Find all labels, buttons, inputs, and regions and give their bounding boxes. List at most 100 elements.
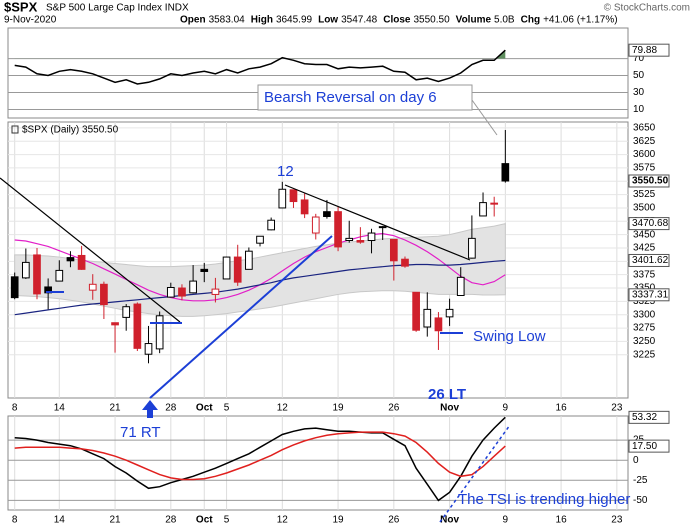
y-tick-label: 3600 — [633, 149, 656, 160]
y-tick-label: -25 — [633, 475, 648, 486]
icon — [11, 125, 19, 134]
x-tick-label: 5 — [224, 403, 230, 414]
index-name: S&P 500 Large Cap Index INDX — [46, 3, 189, 14]
candle-body — [289, 189, 298, 203]
candle-body — [401, 258, 409, 267]
x-tick-label: Nov — [440, 403, 459, 414]
candle-body — [88, 283, 97, 291]
quote-value: +41.06 (+1.17%) — [543, 15, 618, 26]
candle-body — [323, 211, 331, 217]
y-tick-label: 3325 — [633, 296, 656, 307]
candle-body — [155, 315, 164, 350]
candle-body — [133, 303, 142, 349]
callout-box — [257, 84, 473, 111]
x-tick-label: 19 — [333, 515, 345, 526]
x-tick-label: 5 — [224, 515, 230, 526]
quote-value: 5.0B — [494, 15, 515, 26]
y-tick-label: 3350 — [633, 283, 656, 294]
price-label-box — [628, 217, 670, 231]
y-tick-label: 3250 — [633, 336, 656, 347]
candle-body — [144, 343, 153, 355]
x-tick-label: 23 — [611, 515, 623, 526]
trend-line — [0, 177, 181, 323]
trend-line — [439, 424, 511, 523]
quote-label: Open — [180, 15, 206, 26]
series-group — [14, 416, 506, 502]
y-tick-label: 3375 — [633, 269, 656, 280]
annotation: The TSI is trending higher — [458, 491, 630, 508]
price-label-box — [628, 174, 670, 188]
candle-body — [378, 226, 387, 229]
candle-body — [66, 257, 75, 262]
arrow — [142, 400, 158, 418]
candle-body — [122, 306, 131, 318]
quote-line: Open 3583.04 High 3645.99 Low 3547.48 Close 355… — [180, 15, 618, 26]
panel: 8 14 21 28 Oct 5 12 19 26 Nov 9 16 23 3225 3250 3275 330… — [7, 121, 670, 414]
y-tick-label: 3625 — [633, 136, 656, 147]
quote-value: 3583.04 — [209, 15, 246, 26]
candle-body — [166, 286, 175, 298]
x-tick-label: 28 — [165, 515, 177, 526]
x-tick-label: 23 — [611, 403, 623, 414]
y-tick-label: 70 — [633, 53, 645, 64]
x-tick-label: 21 — [109, 403, 121, 414]
y-tick-label: 10 — [633, 104, 645, 115]
annotation: 71 RT — [120, 424, 161, 441]
x-tick-label: 14 — [54, 515, 66, 526]
quote-label: Volume — [456, 15, 492, 26]
candle-body — [456, 276, 465, 297]
annotation: 12 — [277, 163, 294, 180]
candle-body — [334, 211, 342, 248]
candle-body — [311, 216, 320, 234]
candle-body — [423, 308, 432, 328]
x-tick-label: 14 — [54, 403, 66, 414]
y-tick-label: 30 — [633, 87, 645, 98]
x-tick-label: 12 — [277, 515, 289, 526]
callout-pointer — [471, 99, 498, 136]
candle-body — [21, 261, 30, 279]
quote-label: Chg — [521, 15, 540, 26]
x-tick-label: 16 — [556, 403, 568, 414]
candle-body — [434, 317, 443, 332]
price-label: 79.88 — [632, 45, 657, 56]
x-tick-label: 8 — [12, 403, 18, 414]
candle-body — [178, 287, 186, 297]
x-tick-label: 12 — [277, 403, 289, 414]
y-tick-label: 3425 — [633, 243, 656, 254]
y-tick-label: -50 — [633, 495, 648, 506]
x-tick-label: 8 — [12, 515, 18, 526]
x-tick-label: Oct — [196, 403, 213, 414]
candle-body — [345, 237, 354, 242]
price-label: 17.50 — [632, 441, 657, 452]
annotations: Bearsh Reversal on day 6 $SPX (Daily) 35… — [0, 84, 630, 523]
price-label-box — [628, 410, 670, 424]
x-tick-label: 21 — [109, 515, 121, 526]
x-tick-label: Nov — [440, 515, 459, 526]
panel: 8142128Oct5121926Nov91623250-25-5053.321… — [7, 410, 670, 526]
candle-body — [356, 240, 365, 243]
candle-body — [233, 256, 242, 283]
quote-label: High — [251, 15, 273, 26]
y-tick-label: 3525 — [633, 189, 656, 200]
price-label: 3550.50 — [632, 176, 669, 187]
candle-body — [222, 256, 231, 280]
candle-body — [245, 250, 253, 270]
x-tick-label: 9 — [503, 403, 509, 414]
band — [14, 222, 506, 317]
candle-body — [367, 232, 376, 242]
quote-value: 3550.50 — [413, 15, 450, 26]
candle-body — [501, 163, 510, 182]
y-tick-label: 3450 — [633, 229, 656, 240]
annotation: 26 LT — [428, 386, 466, 403]
candle-body — [468, 237, 476, 259]
price-label-box — [628, 43, 670, 57]
series-line — [14, 49, 506, 85]
series-group — [10, 130, 510, 364]
x-tick-label: 16 — [556, 515, 568, 526]
y-tick-label: 3650 — [633, 123, 656, 134]
candle-body — [490, 202, 499, 205]
quote-value: 3645.99 — [276, 15, 313, 26]
x-tick-label: 28 — [165, 403, 177, 414]
